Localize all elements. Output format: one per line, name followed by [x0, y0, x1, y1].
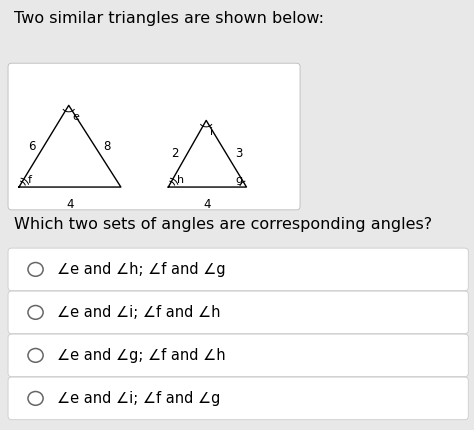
Text: h: h	[177, 175, 184, 185]
Text: 6: 6	[28, 140, 35, 153]
Text: i: i	[210, 126, 213, 137]
Text: e: e	[73, 111, 80, 122]
Text: 4: 4	[66, 198, 73, 211]
Text: Two similar triangles are shown below:: Two similar triangles are shown below:	[14, 11, 324, 26]
Circle shape	[28, 391, 43, 405]
Text: 4: 4	[204, 198, 211, 211]
Text: g: g	[235, 175, 242, 185]
FancyBboxPatch shape	[8, 377, 468, 420]
Text: 8: 8	[103, 140, 111, 153]
Text: ∠e and ∠i; ∠f and ∠h: ∠e and ∠i; ∠f and ∠h	[57, 305, 220, 320]
FancyBboxPatch shape	[8, 248, 468, 291]
Circle shape	[28, 262, 43, 276]
Text: ∠e and ∠g; ∠f and ∠h: ∠e and ∠g; ∠f and ∠h	[57, 348, 226, 363]
Text: 3: 3	[235, 147, 242, 160]
Text: ∠e and ∠h; ∠f and ∠g: ∠e and ∠h; ∠f and ∠g	[57, 262, 226, 277]
Circle shape	[28, 348, 43, 362]
FancyBboxPatch shape	[8, 334, 468, 377]
Circle shape	[28, 305, 43, 319]
Text: f: f	[27, 175, 31, 185]
FancyBboxPatch shape	[8, 291, 468, 334]
Text: 2: 2	[171, 147, 179, 160]
Text: ∠e and ∠i; ∠f and ∠g: ∠e and ∠i; ∠f and ∠g	[57, 391, 220, 406]
FancyBboxPatch shape	[8, 63, 300, 210]
Text: Which two sets of angles are corresponding angles?: Which two sets of angles are correspondi…	[14, 217, 432, 232]
